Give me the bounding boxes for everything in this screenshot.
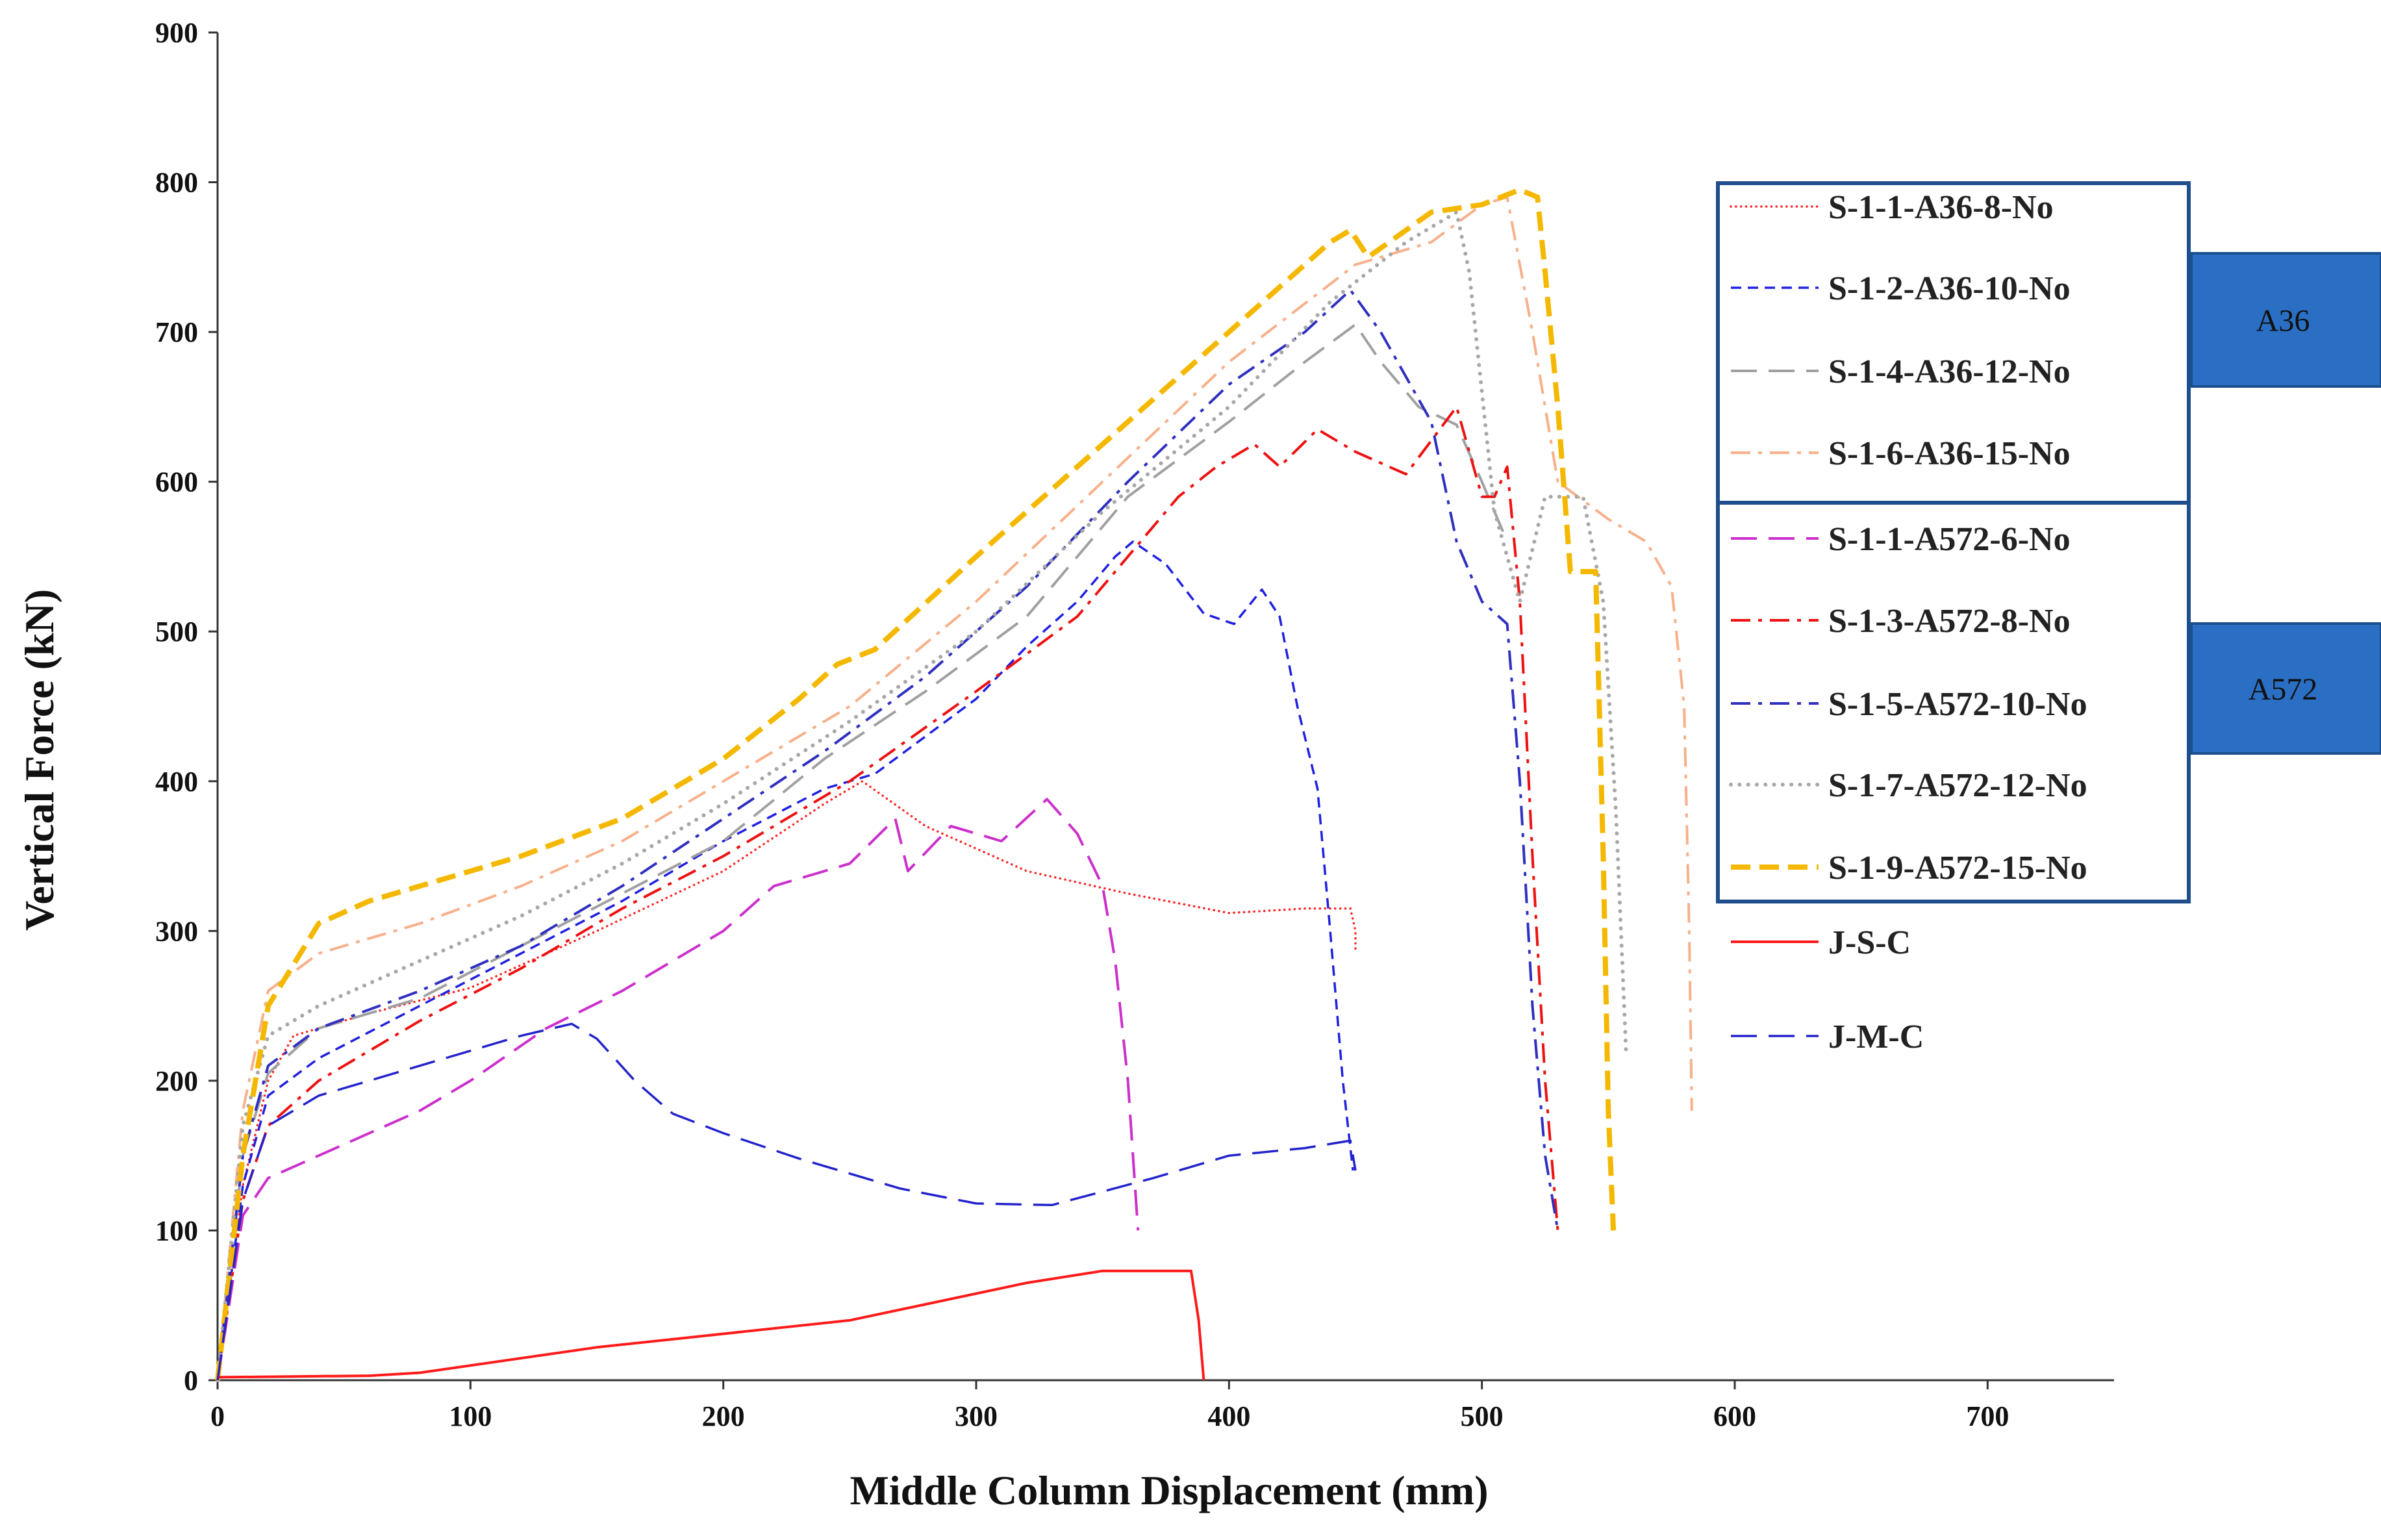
legend-label-S-1-1-A572-6-No: S-1-1-A572-6-No — [1828, 521, 2071, 558]
legend-label-J-S-C: J-S-C — [1828, 924, 1911, 961]
legend: A36 A572 S-1-1-A36-8-No S-1-2-A36-10-No S-1-… — [1716, 181, 2381, 1055]
y-tick-label: 800 — [155, 167, 198, 199]
tick-labels: 0 100 200 300 400 500 600 700 800 900 0 100 200 300 40… — [155, 17, 2009, 1432]
x-tick-label: 200 — [702, 1400, 745, 1432]
series-line-S-1-9-A572-15-No — [215, 187, 1617, 1381]
x-tick-label: 300 — [955, 1400, 998, 1432]
series-line-S-1-1-A572-6-No — [216, 798, 1140, 1381]
y-tick-label: 700 — [155, 316, 198, 348]
legend-label-S-1-5-A572-10-No: S-1-5-A572-10-No — [1828, 686, 2087, 723]
series-line-S-1-5-A572-10-No — [216, 288, 1559, 1381]
series-line-S-1-2-A36-10-No — [216, 540, 1354, 1381]
group-tag-label: A572 — [2249, 672, 2318, 707]
series-line-S-1-3-A572-8-No — [216, 405, 1559, 1381]
x-tick-label: 400 — [1207, 1400, 1250, 1432]
series-line-S-1-4-A36-12-No — [216, 323, 1509, 1381]
y-tick-label: 400 — [155, 766, 198, 798]
legend-label-S-1-4-A36-12-No: S-1-4-A36-12-No — [1828, 353, 2071, 390]
axes — [216, 32, 2114, 1382]
y-axis-title: Vertical Force (kN) — [16, 589, 62, 931]
y-tick-label: 300 — [155, 915, 198, 947]
series-line-J-S-C — [217, 1269, 1205, 1381]
y-tick-label: 900 — [155, 17, 198, 49]
y-tick-label: 500 — [155, 616, 198, 648]
legend-label-S-1-1-A36-8-No: S-1-1-A36-8-No — [1828, 189, 2054, 226]
series-line-S-1-7-A572-12-No — [216, 210, 1628, 1382]
y-tick-label: 600 — [155, 466, 198, 498]
legend-label-S-1-3-A572-8-No: S-1-3-A572-8-No — [1828, 603, 2071, 640]
legend-label-S-1-9-A572-15-No: S-1-9-A572-15-No — [1828, 850, 2087, 887]
group-tag-A36 — [2190, 252, 2381, 388]
x-tick-label: 100 — [449, 1400, 492, 1432]
legend-label-S-1-7-A572-12-No: S-1-7-A572-12-No — [1828, 767, 2087, 804]
series-layer — [215, 187, 1693, 1382]
legend-label-S-1-6-A36-15-No: S-1-6-A36-15-No — [1828, 435, 2071, 472]
series-line-J-M-C — [216, 1022, 1357, 1381]
x-axis-title: Middle Column Displacement (mm) — [850, 1467, 1488, 1513]
series-line-S-1-1-A36-8-No — [216, 780, 1357, 1382]
group-tag-A572 — [2190, 622, 2381, 755]
legend-label-J-M-C: J-M-C — [1828, 1018, 1924, 1055]
series-line-S-1-6-A36-15-No — [216, 196, 1693, 1381]
legend-label-S-1-2-A36-10-No: S-1-2-A36-10-No — [1828, 270, 2071, 307]
y-tick-label: 0 — [184, 1365, 198, 1396]
y-tick-label: 100 — [155, 1215, 198, 1246]
legend-box-a572 — [1716, 501, 2191, 903]
group-tag-label: A36 — [2256, 304, 2310, 338]
x-tick-label: 500 — [1461, 1400, 1504, 1432]
y-tick-label: 200 — [155, 1065, 198, 1097]
x-tick-label: 700 — [1966, 1400, 2009, 1432]
x-tick-label: 600 — [1713, 1400, 1756, 1432]
x-tick-label: 0 — [210, 1400, 225, 1432]
